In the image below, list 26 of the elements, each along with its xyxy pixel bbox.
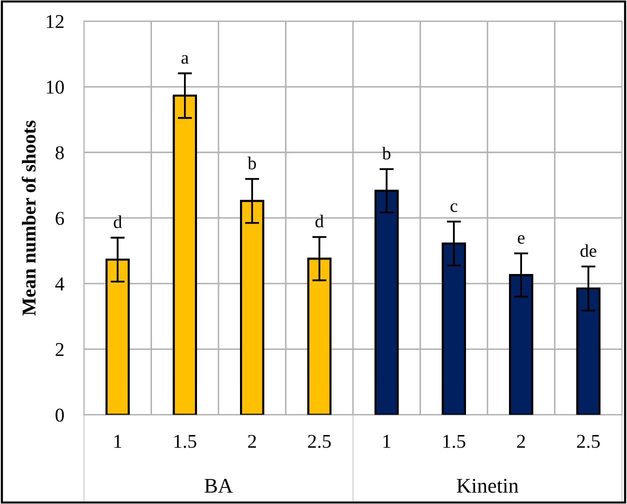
- y-tick-label: 2: [56, 343, 64, 356]
- data-label: de: [580, 244, 596, 257]
- data-label: b: [382, 146, 390, 160]
- x-tick-label: 1: [383, 434, 390, 448]
- data-label: d: [114, 215, 122, 228]
- y-tick-label: 0: [56, 408, 64, 422]
- text: BA: [204, 478, 233, 493]
- x-tick-label: 1.5: [443, 434, 466, 448]
- text: Kinetin: [456, 478, 518, 493]
- data-label: e: [518, 235, 524, 244]
- y-tick-label: 6: [56, 212, 64, 225]
- data-label: c: [450, 203, 458, 212]
- data-label: a: [182, 55, 189, 64]
- x-tick-label: 1: [114, 434, 122, 448]
- y-tick-label: 8: [56, 146, 64, 160]
- data-label: d: [316, 214, 324, 228]
- x-tick-label: 2.5: [308, 434, 331, 448]
- data-label: b: [248, 156, 256, 170]
- x-tick-label: 1.5: [174, 434, 196, 448]
- x-tick-label: 2: [517, 434, 525, 448]
- x-tick-label: 2: [248, 434, 256, 448]
- y-tick-label: 4: [55, 278, 64, 290]
- y-tick-label: 10: [46, 80, 64, 94]
- x-tick-label: 2.5: [577, 434, 600, 448]
- y-axis-title: Mean number of shoots: [22, 120, 36, 316]
- y-tick-label: 12: [46, 15, 64, 28]
